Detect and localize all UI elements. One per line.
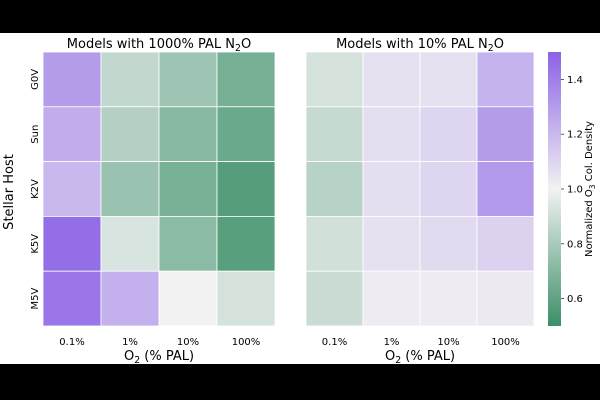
heatmap-cell: [476, 106, 535, 163]
heatmap-cell: [419, 51, 478, 108]
heatmap-cell: [305, 215, 364, 272]
heatmap-cell: [362, 51, 421, 108]
colorbar-tick-label: 1.0: [567, 185, 583, 196]
heatmap-cell: [362, 215, 421, 272]
heatmap-panel-n2o-1000: Models with 1000% PAL N2O 0.1% 1% 10% 100% O2…: [30, 37, 276, 366]
heatmap-cell: [158, 106, 218, 163]
colorbar-tick-label: 0.8: [567, 239, 583, 250]
x-tick-label: 0.1%: [322, 337, 347, 348]
panel-title: Models with 10% PAL N2O: [336, 37, 504, 54]
x-tick-label: 1%: [384, 337, 400, 348]
heatmap-cell: [216, 161, 276, 217]
heatmap-cell: [158, 51, 218, 108]
colorbar-label: Normalized O3 Col. Density: [584, 121, 597, 257]
heatmap-cell: [419, 270, 478, 327]
heatmap-cell: [100, 215, 160, 272]
heatmap-cell: [305, 161, 364, 217]
heatmap-cell: [476, 161, 535, 217]
x-tick-label: 10%: [437, 337, 459, 348]
heatmap-cell: [158, 215, 218, 272]
colorbar-tick-label: 0.6: [567, 294, 583, 305]
x-tick-label: 1%: [122, 337, 138, 348]
heatmap-cell: [42, 270, 102, 327]
heatmap-cell: [100, 106, 160, 163]
heatmap-cell: [100, 161, 160, 217]
heatmap-cell: [216, 215, 276, 272]
heatmap-cell: [419, 215, 478, 272]
heatmap-cell: [100, 270, 160, 327]
colorbar-tick-label: 1.2: [567, 130, 583, 141]
heatmap-cell: [476, 51, 535, 108]
heatmap-cell: [42, 215, 102, 272]
heatmap-cell: [305, 106, 364, 163]
colorbar-gradient: [548, 52, 561, 326]
heatmap-cell: [476, 270, 535, 327]
heatmap-cell: [216, 270, 276, 327]
colorbar-tick-label: 1.4: [567, 75, 583, 86]
heatmap-cell: [42, 51, 102, 108]
heatmap-cell: [419, 161, 478, 217]
x-tick-label: 10%: [177, 337, 199, 348]
x-axis-label: O2 (% PAL): [385, 349, 455, 366]
y-tick-label: K5V: [30, 234, 41, 254]
heatmap-cell: [419, 106, 478, 163]
heatmap-cell: [42, 161, 102, 217]
heatmap-cell: [158, 270, 218, 327]
heatmap-cell: [362, 161, 421, 217]
x-axis-label: O2 (% PAL): [124, 349, 194, 366]
heatmap-cell: [158, 161, 218, 217]
y-tick-label: K2V: [30, 179, 41, 199]
heatmap-cell: [305, 51, 364, 108]
heatmap-panel-n2o-10: Models with 10% PAL N2O 0.1% 1% 10% 100% O2 (…: [305, 37, 535, 366]
panel-title: Models with 1000% PAL N2O: [67, 37, 251, 54]
y-tick-label: M5V: [30, 288, 41, 310]
x-tick-label: 0.1%: [59, 337, 84, 348]
x-tick-label: 100%: [232, 337, 261, 348]
heatmap-cell: [216, 106, 276, 163]
colorbar: 0.6 0.8 1.0 1.2 1.4 Normalized O3 Col. Densit…: [548, 52, 597, 326]
y-axis-label: Stellar Host: [2, 154, 17, 230]
heatmap-cell: [216, 51, 276, 108]
heatmap-cell: [476, 215, 535, 272]
heatmap-cell: [100, 51, 160, 108]
heatmap-cell: [305, 270, 364, 327]
heatmap-cell: [362, 270, 421, 327]
y-tick-label: G0V: [30, 69, 41, 90]
y-tick-label: Sun: [30, 125, 41, 144]
heatmap-cell: [362, 106, 421, 163]
x-tick-label: 100%: [491, 337, 520, 348]
heatmap-cell: [42, 106, 102, 163]
